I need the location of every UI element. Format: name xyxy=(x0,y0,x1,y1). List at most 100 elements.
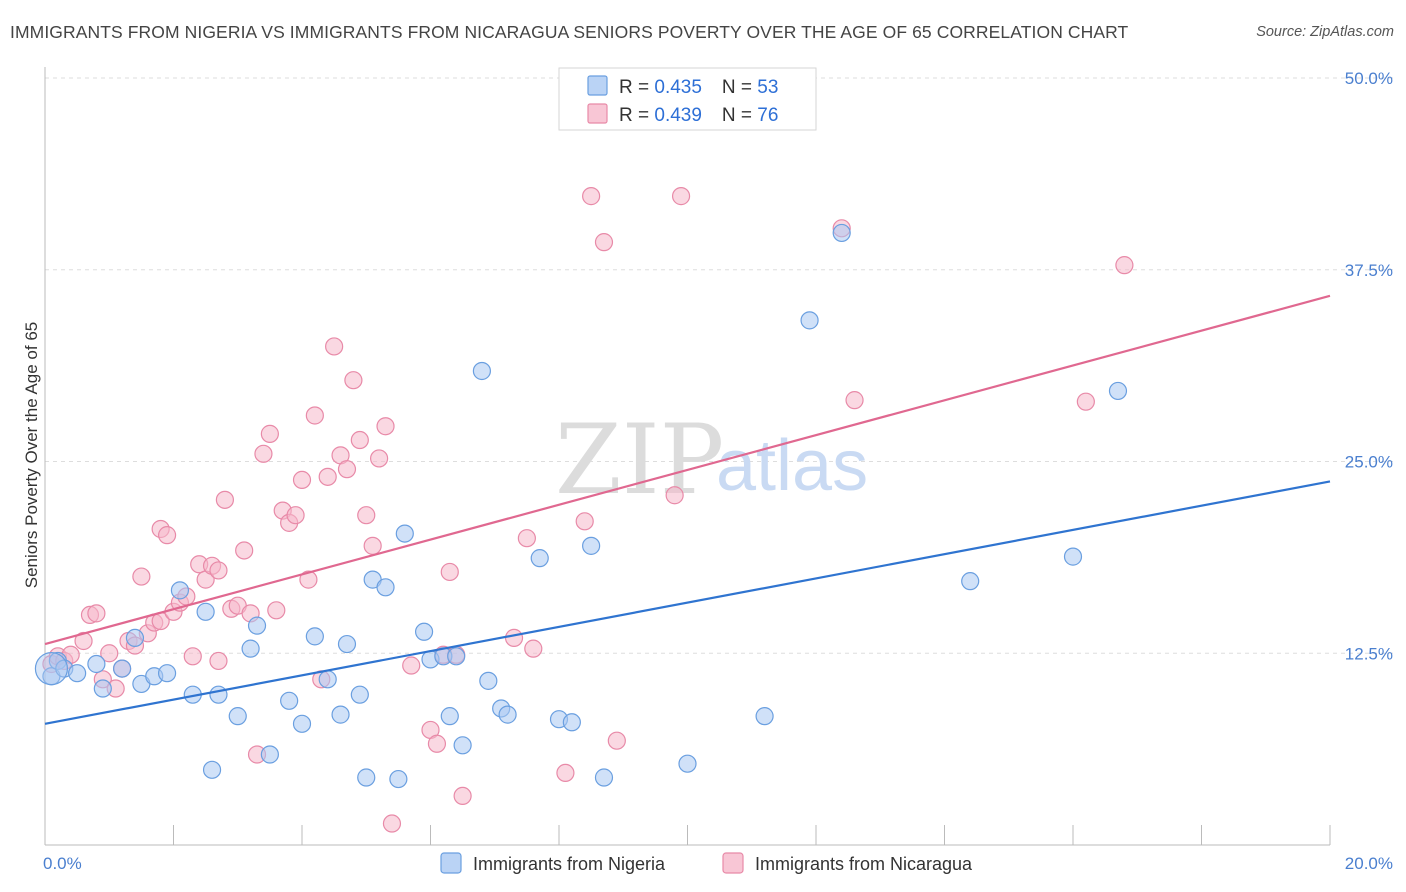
data-point-nicaragua xyxy=(325,337,344,356)
trend-lines xyxy=(44,294,1331,725)
legend-swatch-nicaragua xyxy=(587,103,608,124)
data-point-nicaragua xyxy=(292,470,312,490)
data-point-nigeria xyxy=(209,685,228,704)
legend-n-label: N = xyxy=(722,105,757,126)
data-point-nigeria xyxy=(247,616,267,635)
data-point-nigeria xyxy=(228,707,247,726)
data-point-nicaragua xyxy=(556,763,575,783)
data-point-nicaragua xyxy=(845,391,864,410)
data-point-nicaragua xyxy=(286,506,305,525)
data-point-nigeria xyxy=(157,664,177,683)
data-point-nigeria xyxy=(678,754,697,773)
data-point-nigeria xyxy=(280,691,299,710)
data-point-nicaragua xyxy=(582,187,601,206)
y-tick-labels: 12.5% 25.0% 37.5% 50.0% xyxy=(1345,69,1393,663)
data-point-nicaragua xyxy=(357,506,376,525)
legend-n-value: 53 xyxy=(757,77,778,98)
data-point-nicaragua xyxy=(363,536,382,555)
data-point-nicaragua xyxy=(350,430,369,450)
legend-r-label: R = xyxy=(619,77,654,98)
data-point-nicaragua xyxy=(215,490,234,509)
data-point-nigeria xyxy=(350,685,369,704)
data-point-nigeria xyxy=(440,707,459,726)
legend-n-value: 76 xyxy=(757,105,778,126)
data-point-nigeria xyxy=(170,581,190,600)
legend-swatch-nigeria xyxy=(587,75,608,96)
data-point-nigeria xyxy=(93,679,112,698)
data-point-nicaragua xyxy=(318,467,337,486)
data-point-nicaragua xyxy=(209,561,228,580)
legend-r-value: 0.439 xyxy=(654,105,702,126)
data-point-nicaragua xyxy=(607,731,626,750)
data-point-nigeria xyxy=(395,524,414,543)
data-point-nigeria xyxy=(305,627,324,646)
data-point-nigeria xyxy=(260,745,279,764)
data-point-nicaragua xyxy=(267,601,286,620)
legend-row-nicaragua: R = 0.439 N = 76 xyxy=(619,105,778,126)
data-point-nigeria xyxy=(594,768,614,787)
legend-row-nigeria: R = 0.435 N = 53 xyxy=(619,77,778,98)
data-point-nicaragua xyxy=(517,529,536,548)
data-point-nigeria xyxy=(472,361,491,381)
y-tick-label: 12.5% xyxy=(1345,644,1393,663)
data-point-nigeria xyxy=(389,769,408,789)
data-point-nigeria xyxy=(1063,547,1083,566)
y-axis-title: Seniors Poverty Over the Age of 65 xyxy=(22,322,41,588)
data-point-nicaragua xyxy=(382,814,402,833)
data-point-nigeria xyxy=(414,622,434,641)
data-point-nicaragua xyxy=(440,562,459,582)
data-point-nigeria xyxy=(453,736,472,755)
data-point-nigeria xyxy=(318,670,337,689)
x-tick-label: 0.0% xyxy=(43,854,82,873)
data-point-nicaragua xyxy=(260,424,279,443)
data-point-nigeria xyxy=(582,536,601,555)
data-point-nicaragua xyxy=(100,644,119,663)
data-point-nicaragua xyxy=(427,734,447,753)
data-point-nicaragua xyxy=(1115,256,1134,275)
data-point-nicaragua xyxy=(453,786,472,806)
source-credit: Source: ZipAtlas.com xyxy=(1256,24,1394,40)
data-point-nigeria xyxy=(196,602,215,621)
bottom-legend-swatch-nicaragua xyxy=(722,852,744,874)
grid-lines xyxy=(45,77,1393,654)
data-point-nicaragua xyxy=(132,567,151,586)
data-point-nigeria xyxy=(112,659,132,678)
data-point-nicaragua xyxy=(524,639,543,658)
bottom-legend-swatch-nigeria xyxy=(440,852,462,874)
legend-n-label: N = xyxy=(722,77,757,98)
data-point-nicaragua xyxy=(209,651,228,671)
data-point-nigeria xyxy=(498,705,517,724)
data-point-nigeria xyxy=(68,664,87,683)
bottom-legend: Immigrants from Nigeria Immigrants from … xyxy=(440,852,973,874)
data-point-nigeria xyxy=(1108,381,1128,401)
legend-box: R = 0.435 N = 53 R = 0.439 N = 76 xyxy=(558,67,817,131)
data-point-nigeria xyxy=(447,647,466,666)
data-point-nigeria xyxy=(961,572,980,591)
data-point-nicaragua xyxy=(299,570,318,589)
data-point-nicaragua xyxy=(370,449,389,468)
data-point-nigeria xyxy=(331,705,350,724)
data-point-nicaragua xyxy=(671,187,691,206)
legend-r-value: 0.435 xyxy=(654,77,702,98)
data-point-nicaragua xyxy=(402,656,421,675)
data-point-nicaragua xyxy=(376,417,395,436)
bottom-legend-label-nigeria: Immigrants from Nigeria xyxy=(473,854,666,874)
data-point-nigeria xyxy=(337,634,357,654)
data-point-nicaragua xyxy=(254,444,273,463)
series-nigeria-points xyxy=(34,223,1128,789)
data-point-nicaragua xyxy=(344,371,363,390)
data-point-nicaragua xyxy=(305,406,324,425)
data-point-nicaragua xyxy=(235,541,254,560)
chart-title: IMMIGRANTS FROM NIGERIA VS IMMIGRANTS FR… xyxy=(10,22,1129,42)
data-point-nigeria xyxy=(125,628,145,648)
watermark-atlas: atlas xyxy=(716,426,868,506)
data-point-nicaragua xyxy=(157,526,177,545)
x-tick-labels: 0.0% 20.0% xyxy=(43,854,1393,873)
data-point-nigeria xyxy=(357,768,376,787)
data-point-nigeria xyxy=(376,578,395,597)
data-point-nigeria xyxy=(87,654,106,674)
data-point-nigeria xyxy=(202,760,222,779)
data-point-nicaragua xyxy=(575,512,594,531)
axes xyxy=(44,67,1331,846)
